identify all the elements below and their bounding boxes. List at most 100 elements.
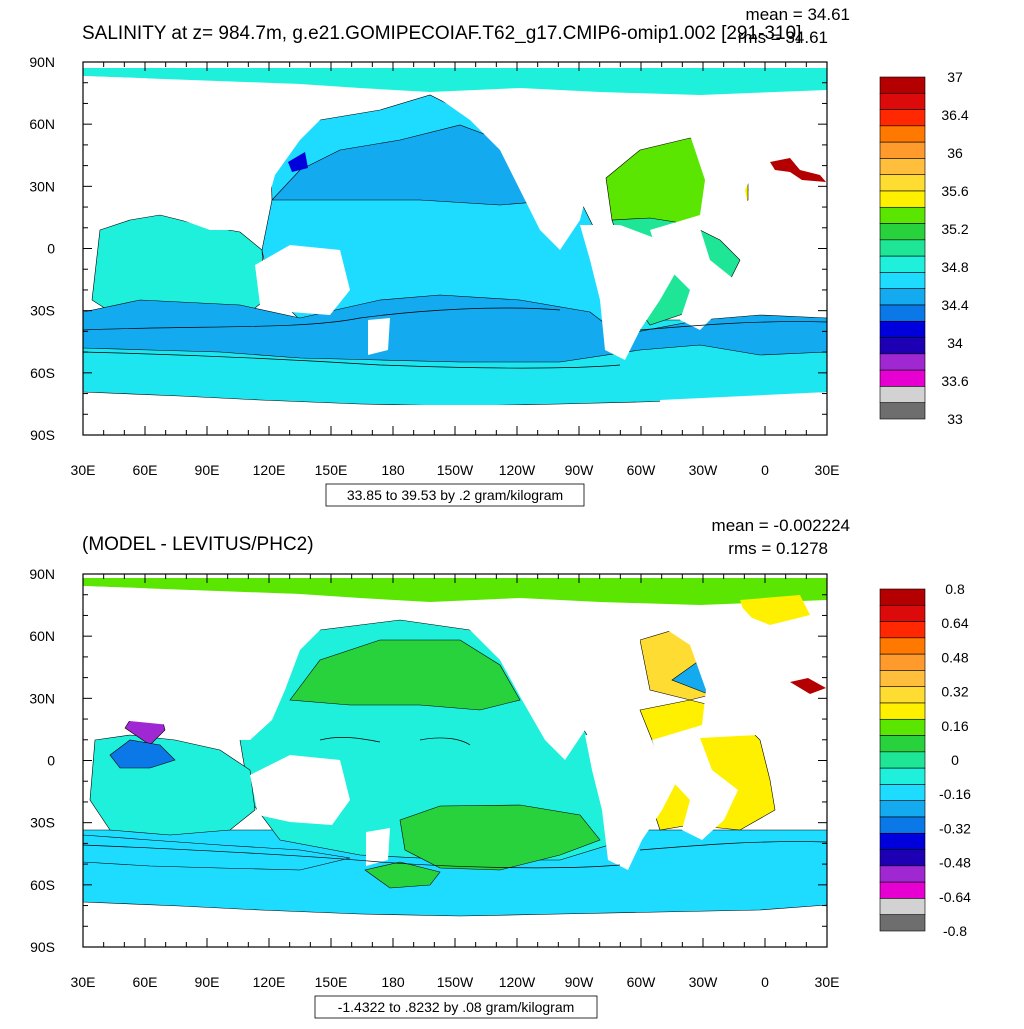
colorbar-swatch — [879, 386, 926, 404]
colorbar-swatch — [879, 718, 926, 736]
x-tick-label: 150E — [315, 462, 348, 478]
colorbar-swatch — [879, 832, 926, 850]
colorbar-label: 33 — [947, 411, 963, 427]
colorbar-swatch — [879, 174, 926, 192]
panel1-x-axis: 30E 60E 90E 120E 150E 180 150W 120W 90W 60W 30W 0 30… — [71, 62, 839, 478]
colorbar-swatch — [879, 255, 926, 273]
x-tick-label: 30E — [71, 462, 96, 478]
colorbar-swatch — [879, 92, 926, 110]
colorbar-swatch — [879, 190, 926, 208]
x-tick-label: 150E — [315, 974, 348, 990]
panel2-region-indian-band — [83, 834, 351, 871]
panel1-colorbar: 37 36.4 36 35.6 35.2 34.8 34.4 34 33.6 33 — [879, 69, 969, 427]
colorbar-swatch — [879, 402, 926, 420]
colorbar-swatch — [879, 865, 926, 883]
panel2-contours — [83, 737, 827, 869]
x-tick-label: 60W — [627, 974, 657, 990]
y-tick-label: 30S — [30, 815, 55, 831]
panel1-region-antarctic-circumpolar — [83, 294, 827, 363]
panel1-y-axis: 90N 60N 30N 0 30S 60S 90S — [29, 54, 827, 443]
panel2-rms: rms = 0.1278 — [728, 539, 828, 558]
colorbar-swatch — [879, 767, 926, 785]
panel1-region-mediterranean — [770, 158, 826, 182]
panel1-caption: 33.85 to 39.53 by .2 gram/kilogram — [347, 487, 563, 503]
colorbar-swatch — [879, 304, 926, 322]
colorbar-swatch — [879, 670, 926, 688]
colorbar-swatch — [879, 320, 926, 338]
colorbar-label: 34 — [947, 335, 963, 351]
x-tick-label: 90E — [195, 462, 220, 478]
colorbar-swatch — [879, 239, 926, 257]
x-tick-label: 120W — [499, 462, 536, 478]
colorbar-label: 35.2 — [941, 221, 968, 237]
panel1-caption-box — [325, 483, 585, 507]
colorbar-swatch — [879, 881, 926, 899]
panel-difference: (MODEL - LEVITUS/PHC2) mean = -0.002224 … — [29, 516, 971, 1019]
colorbar-swatch — [879, 735, 926, 753]
panel1-region-arctic — [83, 68, 827, 95]
x-tick-label: 120W — [499, 974, 536, 990]
colorbar-swatch — [879, 223, 926, 241]
x-tick-label: 90W — [565, 462, 595, 478]
colorbar-label: 36.4 — [941, 107, 968, 123]
colorbar-swatch — [879, 898, 926, 916]
y-tick-label: 60N — [29, 116, 55, 132]
colorbar-label: -0.32 — [939, 820, 971, 836]
y-tick-label: 30N — [29, 178, 55, 194]
panel2-title: (MODEL - LEVITUS/PHC2) — [82, 534, 314, 555]
x-tick-label: 180 — [381, 974, 405, 990]
colorbar-swatch — [879, 141, 926, 159]
colorbar-swatch — [879, 653, 926, 671]
colorbar-swatch — [879, 816, 926, 834]
colorbar-label: 0.64 — [941, 615, 968, 631]
colorbar-label: 34.8 — [941, 259, 968, 275]
y-tick-label: 30S — [30, 303, 55, 319]
panel2-x-axis: 30E 60E 90E 120E 150E 180 150W 120W 90W 60W 30W 0 30… — [71, 574, 840, 990]
colorbar-swatch — [879, 125, 926, 143]
panel1-mean: mean = 34.61 — [746, 5, 850, 24]
panel1-land — [83, 76, 827, 435]
x-tick-label: 30E — [71, 974, 96, 990]
panel1-contours — [83, 307, 827, 369]
colorbar-swatch — [879, 604, 926, 622]
colorbar-label: 36 — [947, 145, 963, 161]
colorbar-swatch — [879, 206, 926, 224]
colorbar-label: 34.4 — [941, 297, 968, 313]
x-tick-label: 120E — [253, 974, 286, 990]
colorbar-label: -0.16 — [939, 786, 971, 802]
colorbar-swatch — [879, 109, 926, 127]
x-tick-label: 0 — [761, 462, 769, 478]
x-tick-label: 60E — [133, 462, 158, 478]
colorbar-label: 0.32 — [941, 684, 968, 700]
colorbar-label: 33.6 — [941, 373, 968, 389]
panel-salinity: SALINITY at z= 984.7m, g.e21.GOMIPECOIAF… — [29, 5, 969, 507]
panel2-mean: mean = -0.002224 — [712, 516, 850, 535]
panel1-title: SALINITY at z= 984.7m, g.e21.GOMIPECOIAF… — [82, 23, 801, 44]
panel2-colorbar: 0.8 0.64 0.48 0.32 0.16 0 -0.16 -0.32 -0.48 -0.64… — [879, 581, 971, 939]
colorbar-label: 0.48 — [941, 649, 968, 665]
colorbar-label: 0.16 — [941, 718, 968, 734]
panel1-rms: rms = 34.61 — [738, 28, 828, 47]
y-tick-label: 0 — [47, 753, 55, 769]
panel2-y-axis: 90N 60N 30N 0 30S 60S 90S — [29, 566, 827, 955]
colorbar-label: 37 — [947, 69, 963, 85]
x-tick-label: 30W — [689, 462, 719, 478]
colorbar-swatch — [879, 272, 926, 290]
colorbar-swatch — [879, 637, 926, 655]
colorbar-swatch — [879, 849, 926, 867]
x-tick-label: 180 — [381, 462, 405, 478]
panel1-map — [83, 62, 827, 435]
colorbar-swatch — [879, 337, 926, 355]
panel2-region-arctic — [83, 578, 827, 605]
y-tick-label: 90S — [30, 427, 55, 443]
colorbar-label: 0.8 — [945, 581, 965, 597]
panel2-caption: -1.4322 to .8232 by .08 gram/kilogram — [338, 999, 575, 1015]
panel2-region-south-pacific — [399, 804, 601, 871]
y-tick-label: 90S — [30, 939, 55, 955]
x-tick-label: 30W — [689, 974, 719, 990]
colorbar-swatch — [879, 158, 926, 176]
colorbar-label: -0.8 — [943, 923, 967, 939]
x-tick-label: 30E — [815, 974, 840, 990]
colorbar-swatch — [879, 686, 926, 704]
